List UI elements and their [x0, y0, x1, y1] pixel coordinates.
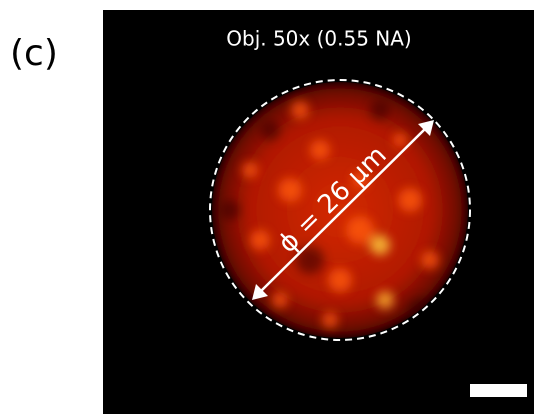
panel-label: (c) [10, 33, 58, 74]
scale-bar [470, 384, 527, 397]
image-title: Obj. 50x (0.55 NA) [226, 27, 412, 51]
figure-panel: (c) ϕ = 26 µm Obj. 50x (0.55 NA) [0, 0, 534, 414]
